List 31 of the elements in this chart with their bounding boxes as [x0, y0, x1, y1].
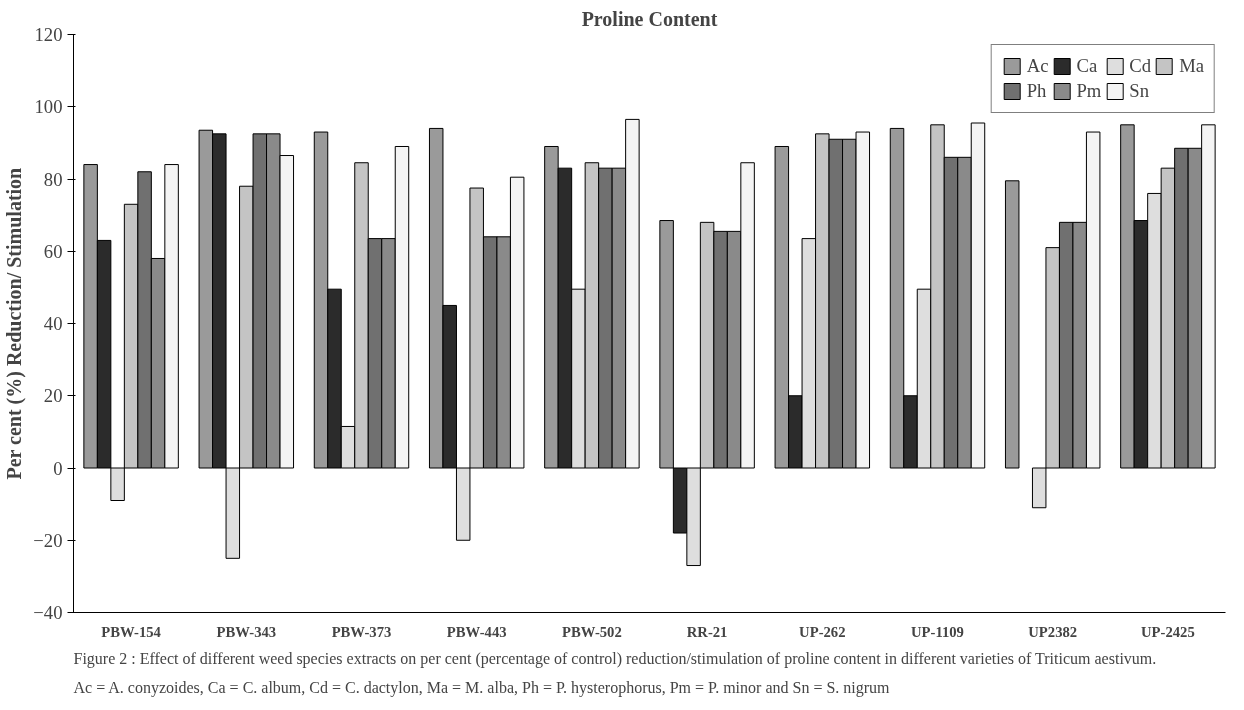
y-tick-label: 80: [43, 168, 63, 190]
x-tick-label: PBW-154: [101, 623, 162, 640]
x-tick-label: PBW-502: [562, 623, 622, 640]
legend-label: Cd: [1129, 55, 1152, 77]
y-tick-label: 120: [34, 24, 63, 45]
y-tick-label: 20: [43, 385, 63, 407]
x-tick-label: UP-2425: [1141, 623, 1195, 640]
y-tick-label: −40: [33, 602, 63, 623]
y-tick-label: 100: [34, 96, 63, 118]
legend-label: Sn: [1129, 80, 1150, 102]
x-tick-label: UP2382: [1028, 623, 1078, 640]
x-tick-label: PBW-343: [216, 623, 277, 640]
legend-label: Ca: [1076, 55, 1098, 77]
y-tick-label: 40: [43, 313, 63, 334]
legend-label: Ph: [1026, 80, 1047, 102]
legend-label: Ma: [1179, 55, 1204, 77]
caption: Figure 2 : Effect of different weed species extracts on per cent (percentage of control) reduction/stimulation of proline content in different varieties of Triticum aestivum.: [73, 649, 1157, 668]
bar: [1004, 180, 1020, 469]
y-tick-label: −20: [33, 529, 63, 551]
y-tick-label: 0: [53, 457, 63, 479]
chart-title: Proline Content: [581, 7, 718, 30]
x-tick-label: UP-262: [799, 623, 846, 640]
legend-label: Pm: [1076, 80, 1102, 102]
legend-label: Ac: [1026, 55, 1049, 77]
x-tick-label: PBW-373: [331, 623, 392, 640]
y-tick-label: 60: [43, 240, 63, 262]
x-tick-label: PBW-443: [446, 623, 507, 640]
text: Ac = A. conyzoides, Ca = C. album, Cd = C. dactylon, Ma = M. alba, Ph = P. hysterophorus, Pm = P. minor and Sn = S. nigrum: [73, 678, 891, 697]
x-tick-label: UP-1109: [911, 623, 964, 640]
x-tick-label: RR-21: [686, 623, 728, 640]
y-axis-title: Per cent (%) Reduction/ Stimulation: [3, 167, 27, 480]
